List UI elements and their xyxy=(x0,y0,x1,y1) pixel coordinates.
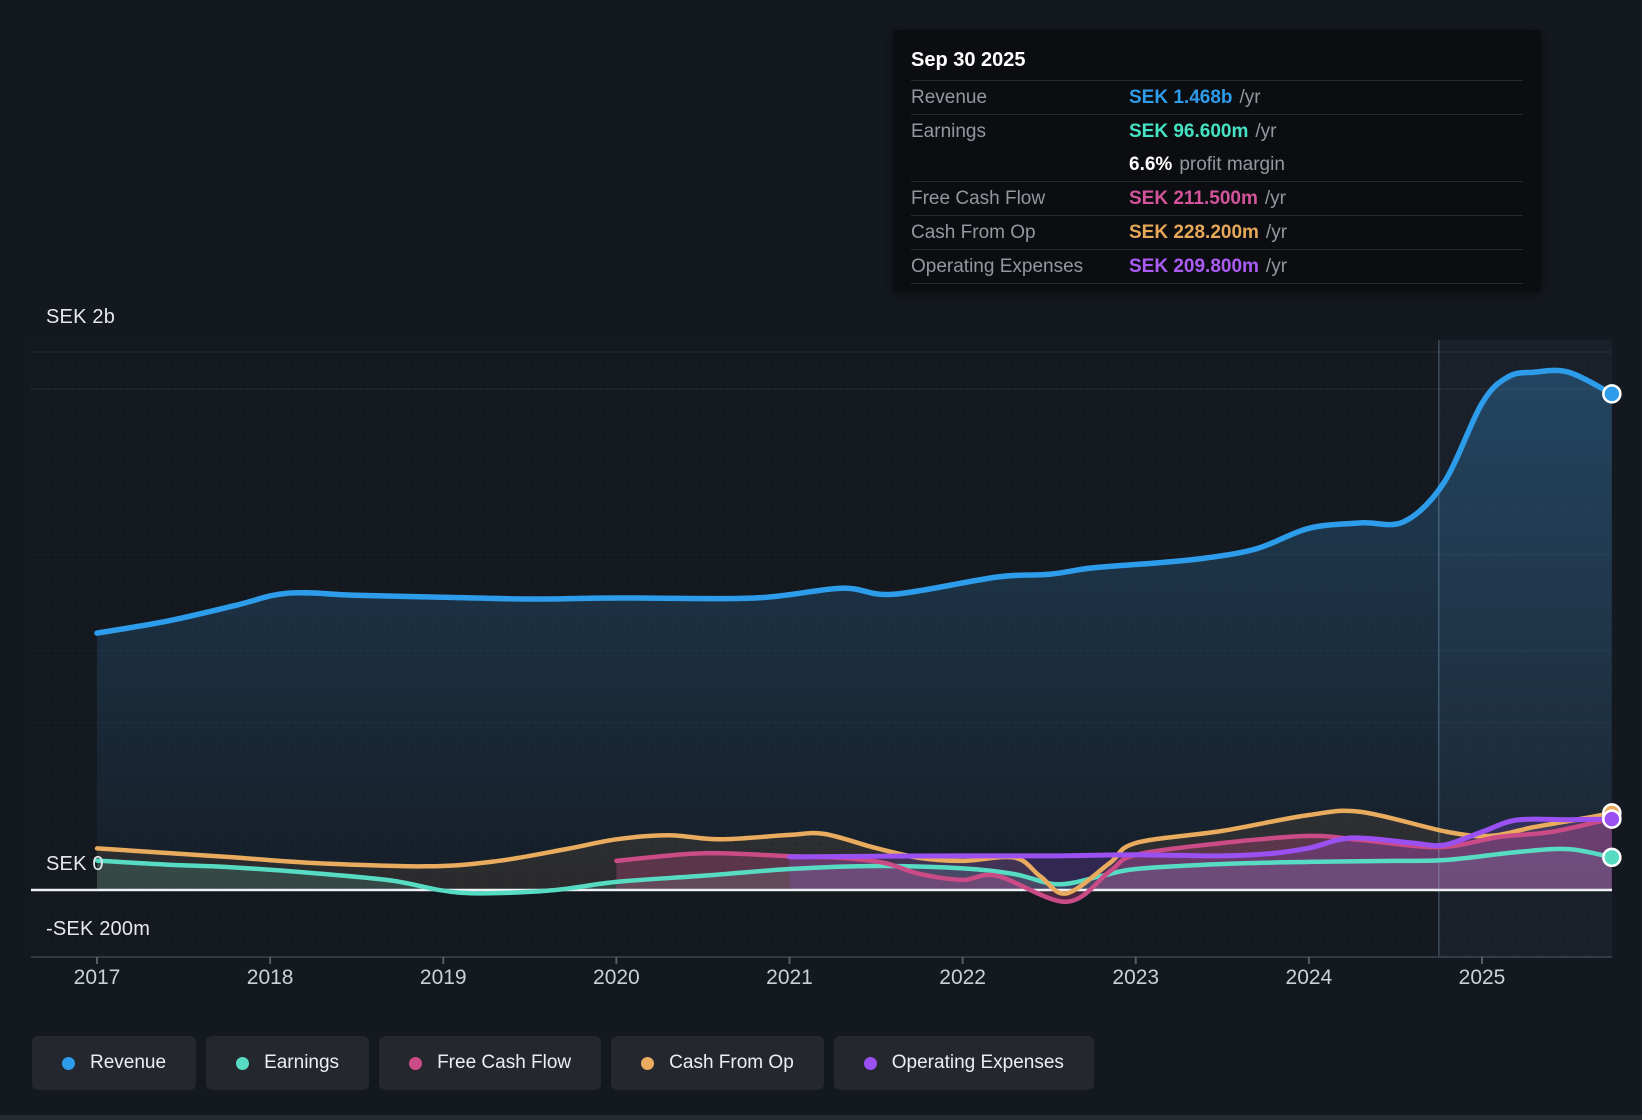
tooltip-date: Sep 30 2025 xyxy=(911,40,1523,81)
tooltip-row-suffix: /yr xyxy=(1255,121,1277,142)
chart-legend: Revenue Earnings Free Cash Flow Cash From O… xyxy=(32,1036,1094,1090)
tooltip-row-suffix: /yr xyxy=(1239,87,1261,108)
y-axis-label-neg200m: -SEK 200m xyxy=(46,918,151,940)
y-axis-label-zero: SEK 0 xyxy=(46,853,104,875)
area-fill-revenue xyxy=(97,370,1612,890)
tooltip-row-suffix: /yr xyxy=(1265,256,1288,277)
area-fill-earnings xyxy=(97,848,1612,894)
legend-dot-icon xyxy=(863,1056,877,1070)
tooltip-row-label: Free Cash Flow xyxy=(911,188,1046,209)
legend-dot-icon xyxy=(641,1056,655,1070)
tooltip-row-value: SEK 1.468b xyxy=(1129,87,1233,108)
y-axis-label-2b: SEK 2b xyxy=(46,306,116,328)
x-axis-label-2024: 2024 xyxy=(1285,966,1333,989)
area-fill-cash-from-op xyxy=(97,810,1612,894)
legend-item-operating-expenses[interactable]: Operating Expenses xyxy=(833,1036,1094,1090)
tooltip-row-value: 6.6% xyxy=(1129,154,1173,175)
line-revenue xyxy=(94,367,1615,636)
x-axis: 2017 2018 2019 2020 2021 2022 2023 2024 2025 xyxy=(0,966,1642,996)
x-axis-label-2025: 2025 xyxy=(1458,966,1506,989)
legend-label: Cash From Op xyxy=(669,1052,794,1073)
legend-item-free-cash-flow[interactable]: Free Cash Flow xyxy=(379,1036,602,1090)
tooltip-row-free-cash-flow: Free Cash Flow SEK 211.500m/yr xyxy=(911,182,1523,216)
x-axis-label-2017: 2017 xyxy=(73,966,121,989)
legend-label: Operating Expenses xyxy=(891,1052,1064,1073)
endpoint-marker-operating-expenses[interactable] xyxy=(1602,809,1622,829)
legend-dot-icon xyxy=(409,1056,423,1070)
tooltip-row-value: SEK 209.800m xyxy=(1129,256,1259,277)
tooltip-row-value: SEK 96.600m xyxy=(1129,121,1249,142)
tooltip-row-suffix: /yr xyxy=(1264,188,1286,209)
tooltip-row-earnings: Earnings SEK 96.600m/yr xyxy=(911,115,1523,148)
legend-item-cash-from-op[interactable]: Cash From Op xyxy=(611,1036,824,1090)
legend-label: Revenue xyxy=(90,1052,167,1073)
x-axis-label-2022: 2022 xyxy=(939,966,986,989)
line-earnings xyxy=(94,846,1615,896)
endpoint-marker-earnings[interactable] xyxy=(1602,847,1622,868)
tooltip-row-value: SEK 211.500m xyxy=(1129,188,1258,209)
tooltip-row-value: SEK 228.200m xyxy=(1129,222,1259,243)
line-cash-from-op xyxy=(94,808,1615,896)
legend-label: Earnings xyxy=(264,1052,340,1073)
tooltip-row-revenue: Revenue SEK 1.468b/yr xyxy=(911,81,1523,115)
legend-item-revenue[interactable]: Revenue xyxy=(32,1036,197,1090)
x-axis-label-2020: 2020 xyxy=(593,966,640,989)
tooltip-row-suffix: /yr xyxy=(1265,222,1288,243)
tooltip-row-cash-from-op: Cash From Op SEK 228.200m/yr xyxy=(911,216,1523,250)
tooltip-row-label: Operating Expenses xyxy=(911,256,1084,277)
endpoint-marker-revenue[interactable] xyxy=(1602,384,1622,404)
x-axis-label-2018: 2018 xyxy=(246,966,294,989)
legend-item-earnings[interactable]: Earnings xyxy=(206,1036,370,1090)
legend-label: Free Cash Flow xyxy=(437,1052,572,1073)
tooltip-row-label: Cash From Op xyxy=(911,222,1036,243)
chart-tooltip: Sep 30 2025 Revenue SEK 1.468b/yr Earnings… xyxy=(893,30,1541,292)
tooltip-row-label: Revenue xyxy=(911,87,988,108)
x-axis-label-2023: 2023 xyxy=(1112,966,1160,989)
legend-dot-icon xyxy=(236,1056,250,1070)
tooltip-row-profit-margin: 6.6% profit margin xyxy=(911,148,1523,182)
x-axis-label-2021: 2021 xyxy=(766,966,813,989)
tooltip-row-label: Earnings xyxy=(911,121,986,142)
x-axis-label-2019: 2019 xyxy=(419,966,467,989)
area-fill-free-cash-flow xyxy=(616,818,1612,902)
tooltip-row-suffix: profit margin xyxy=(1179,154,1285,175)
line-operating-expenses xyxy=(787,816,1615,860)
tooltip-row-operating-expenses: Operating Expenses SEK 209.800m/yr xyxy=(911,250,1523,284)
bottom-divider xyxy=(0,1115,1642,1120)
legend-dot-icon xyxy=(62,1056,75,1070)
